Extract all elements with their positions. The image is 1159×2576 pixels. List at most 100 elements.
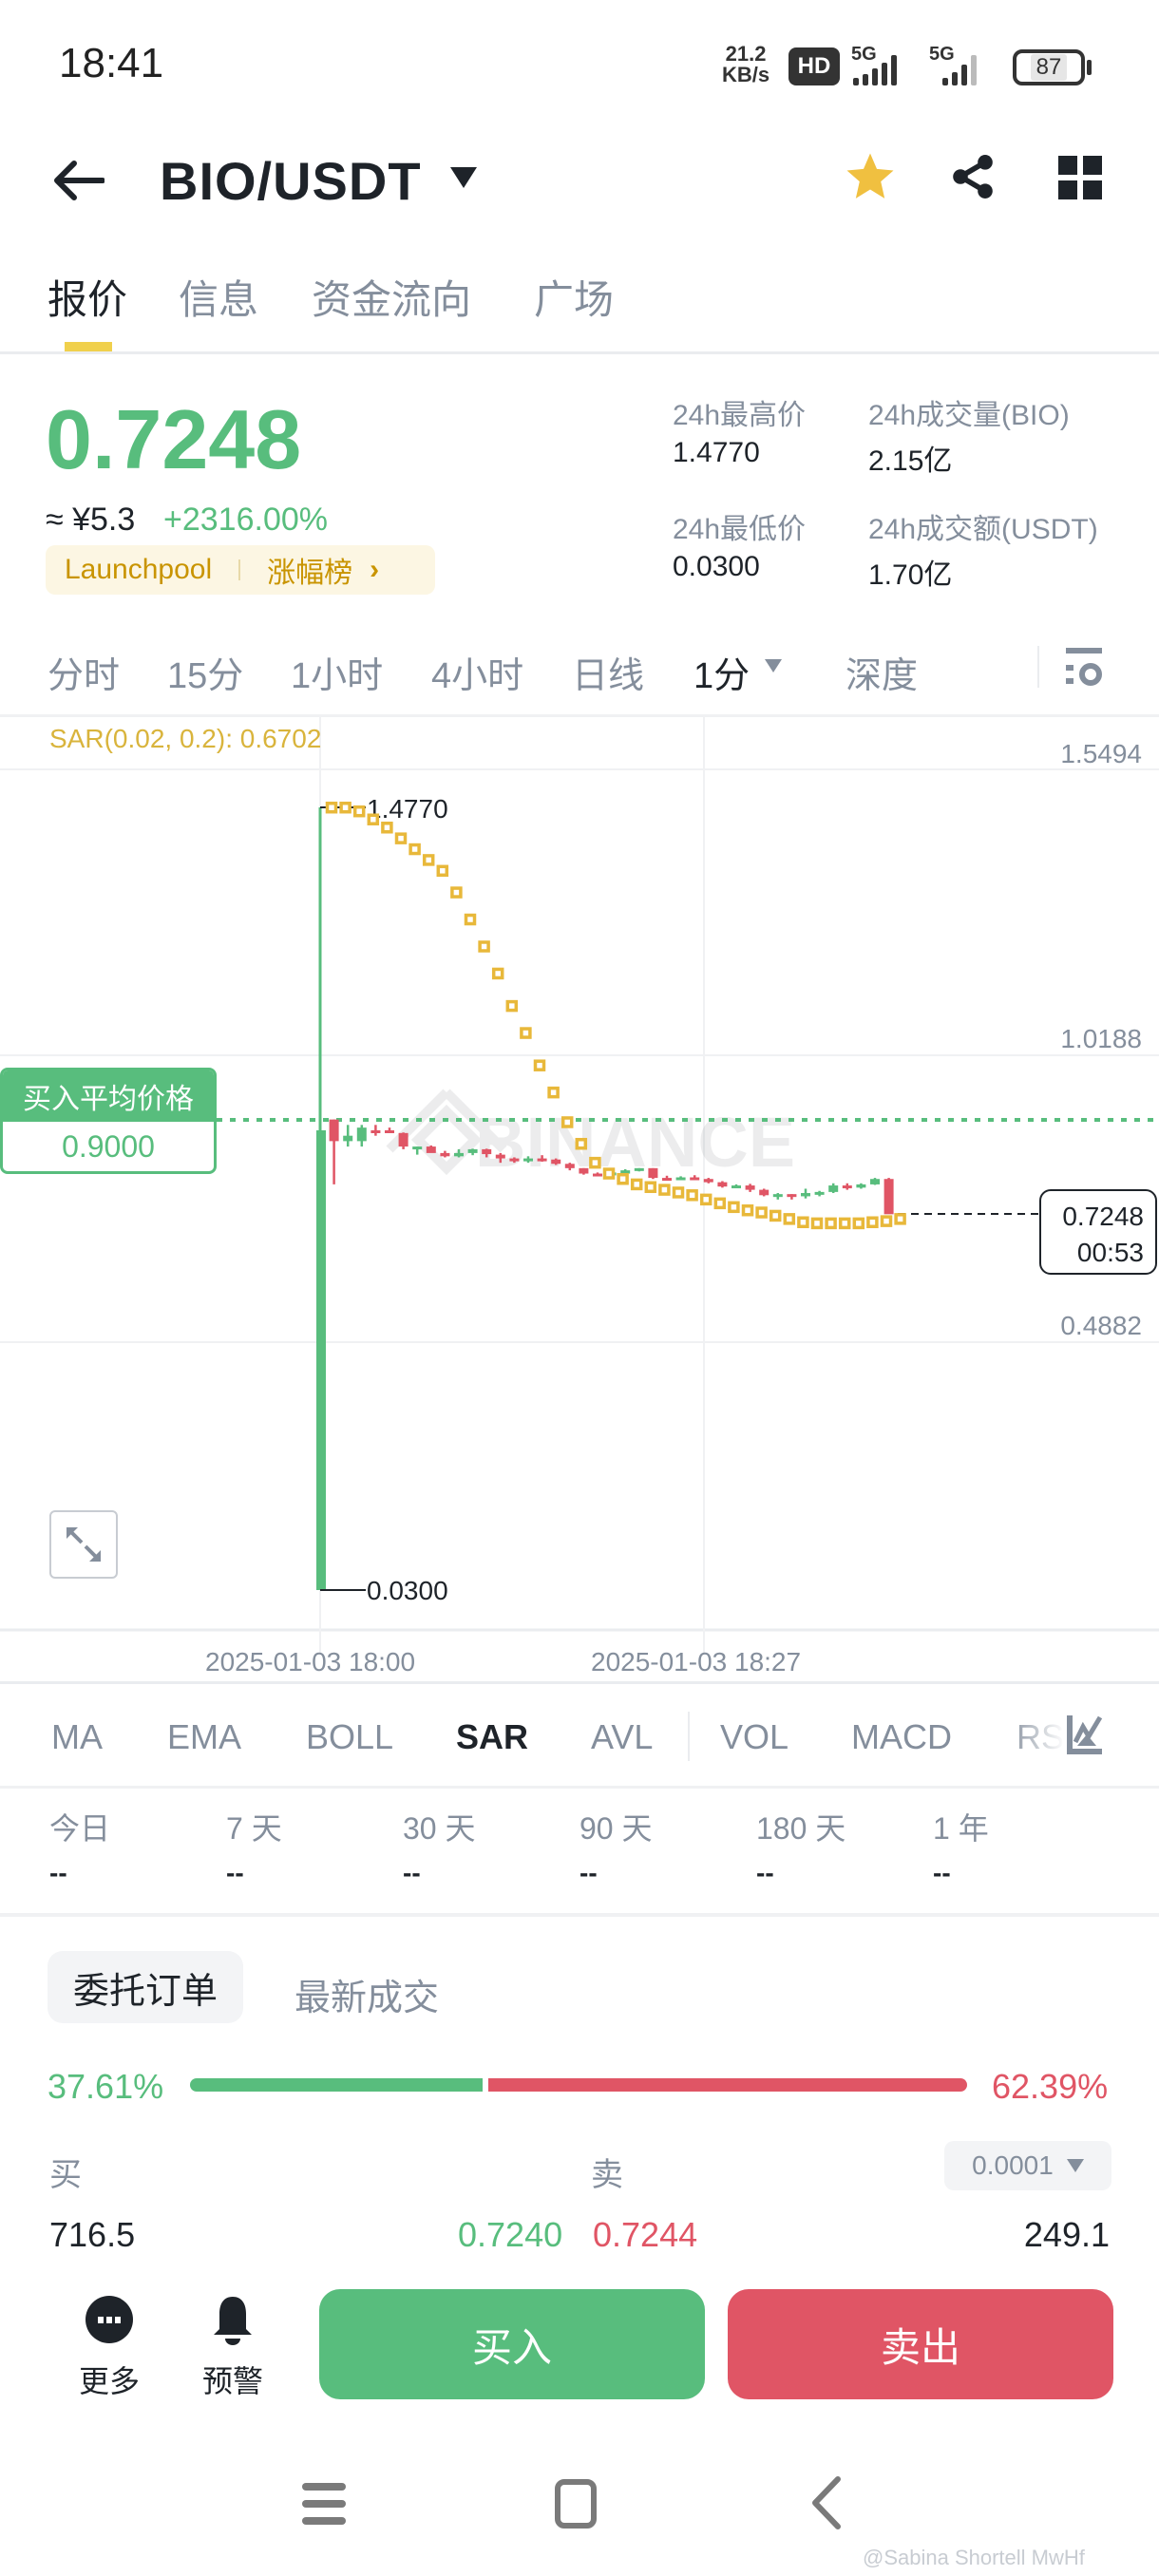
share-icon[interactable] [948, 152, 998, 201]
precision-select[interactable]: 0.0001 [944, 2141, 1112, 2190]
bid-quantity[interactable]: 716.5 [49, 2215, 136, 2254]
x-axis-label: 2025-01-03 18:27 [591, 1647, 802, 1676]
fullscreen-button[interactable] [49, 1510, 118, 1579]
signal-sim1-icon: 5G [851, 44, 920, 85]
current-price-tag: 0.7248 00:53 [1039, 1189, 1157, 1275]
sell-button[interactable]: 卖出 [728, 2289, 1113, 2399]
caret-down-icon[interactable] [450, 167, 477, 188]
bell-icon [214, 2297, 252, 2345]
interval-15m[interactable]: 15分 [167, 656, 244, 696]
perf-today-value: -- [49, 1858, 67, 1887]
tab-recent-trades[interactable]: 最新成交 [294, 1979, 440, 2018]
svg-text:0.0300: 0.0300 [367, 1576, 448, 1605]
back-icon[interactable] [808, 2475, 846, 2530]
perf-30d-label: 30 天 [403, 1811, 476, 1846]
indicator-ema[interactable]: EMA [167, 1717, 242, 1756]
divider [1037, 646, 1039, 688]
ask-quantity[interactable]: 249.1 [1023, 2215, 1110, 2254]
expand-icon [66, 1527, 101, 1562]
home-icon[interactable] [555, 2479, 597, 2529]
avg-buy-price-value: 0.9000 [62, 1128, 155, 1164]
alert-button[interactable] [190, 2295, 276, 2351]
tab-quote[interactable]: 报价 [48, 277, 128, 322]
divider [0, 351, 1159, 354]
perf-today-label: 今日 [49, 1811, 111, 1846]
interval-1h[interactable]: 1小时 [291, 656, 384, 696]
buy-ratio: 37.61% [48, 2067, 164, 2106]
interval-timeline[interactable]: 分时 [48, 656, 121, 696]
tab-order-book[interactable]: 委托订单 [48, 1951, 243, 2023]
low-label: 24h最低价 [673, 514, 807, 545]
tab-info[interactable]: 信息 [179, 277, 259, 322]
bid-price[interactable]: 0.7240 [458, 2215, 563, 2254]
battery-nub [1087, 60, 1092, 75]
svg-text:1.4770: 1.4770 [367, 794, 448, 824]
buy-button[interactable]: 买入 [319, 2289, 705, 2399]
more-button[interactable] [66, 2295, 152, 2349]
indicator-macd[interactable]: MACD [851, 1717, 952, 1756]
star-icon[interactable] [844, 150, 897, 203]
ranking-tag[interactable]: Launchpool 涨幅榜 › [46, 545, 435, 595]
avg-buy-price-tag[interactable]: 买入平均价格 0.9000 [0, 1068, 217, 1174]
vol-quote-label: 24h成交额(USDT) [868, 514, 1098, 545]
sell-ratio-bar [488, 2078, 967, 2092]
sell-ratio: 62.39% [992, 2067, 1109, 2106]
interval-4h[interactable]: 4小时 [431, 656, 524, 696]
caret-down-icon[interactable] [765, 659, 782, 672]
tab-active-indicator [65, 342, 112, 351]
perf-7d-value: -- [226, 1858, 244, 1887]
caret-down-icon [1066, 2159, 1084, 2172]
back-arrow-icon[interactable] [51, 160, 104, 201]
sell-header: 卖 [591, 2157, 623, 2193]
more-icon [86, 2296, 133, 2343]
grid-icon[interactable] [1058, 156, 1102, 199]
tab-square[interactable]: 广场 [534, 277, 615, 322]
interval-1d[interactable]: 日线 [572, 656, 645, 696]
network-speed: 21.2 KB/s [722, 42, 770, 86]
avg-buy-price-title: 买入平均价格 [3, 1070, 214, 1122]
divider [0, 1681, 1159, 1684]
x-axis-label: 2025-01-03 18:00 [205, 1647, 416, 1676]
interval-1m[interactable]: 1分 [694, 656, 750, 696]
chart-settings-icon[interactable] [1064, 646, 1104, 688]
divider [0, 1913, 1159, 1917]
y-axis-label: 1.0188 [1060, 1024, 1142, 1053]
high-label: 24h最高价 [673, 400, 807, 431]
low-value: 0.0300 [673, 551, 760, 582]
indicator-avl[interactable]: AVL [591, 1717, 654, 1756]
pair-title[interactable]: BIO/USDT [160, 151, 422, 211]
perf-90d-value: -- [580, 1858, 598, 1887]
alert-label[interactable]: 预警 [201, 2364, 263, 2398]
indicator-vol[interactable]: VOL [720, 1717, 789, 1756]
tab-fund-flow[interactable]: 资金流向 [312, 277, 472, 322]
ask-price[interactable]: 0.7244 [593, 2215, 698, 2254]
divider [0, 1786, 1159, 1789]
launchpool-tag[interactable]: Launchpool [65, 554, 213, 585]
perf-180d-value: -- [756, 1858, 774, 1887]
indicator-settings-icon[interactable] [1066, 1714, 1104, 1755]
indicator-ma[interactable]: MA [51, 1717, 103, 1756]
divider [0, 714, 1159, 717]
candlestick-chart[interactable]: BINANCE 1.4770 0.0300 [0, 717, 1159, 1667]
more-label[interactable]: 更多 [78, 2364, 140, 2398]
battery-icon: 87 [1013, 49, 1085, 85]
gainers-tag[interactable]: 涨幅榜 [267, 558, 353, 589]
last-price: 0.7248 [46, 392, 302, 486]
signal-sim2-icon: 5G [929, 44, 998, 85]
change-percent: +2316.00% [163, 502, 328, 538]
y-axis-label: 1.5494 [1060, 739, 1142, 768]
perf-1y-label: 1 年 [933, 1811, 989, 1846]
perf-1y-value: -- [933, 1858, 951, 1887]
indicator-boll[interactable]: BOLL [306, 1717, 394, 1756]
perf-90d-label: 90 天 [580, 1811, 653, 1846]
interval-depth[interactable]: 深度 [846, 656, 919, 696]
y-axis-label: 0.4882 [1060, 1311, 1142, 1340]
hd-voice-icon: HD [788, 47, 840, 85]
cny-price: ≈ ¥5.3 [46, 502, 136, 538]
menu-icon[interactable] [302, 2483, 346, 2525]
high-value: 1.4770 [673, 437, 760, 468]
vol-quote-value: 1.70亿 [868, 559, 953, 591]
vol-base-label: 24h成交量(BIO) [868, 400, 1070, 431]
indicator-sar[interactable]: SAR [456, 1717, 529, 1756]
buy-header: 买 [49, 2157, 82, 2193]
